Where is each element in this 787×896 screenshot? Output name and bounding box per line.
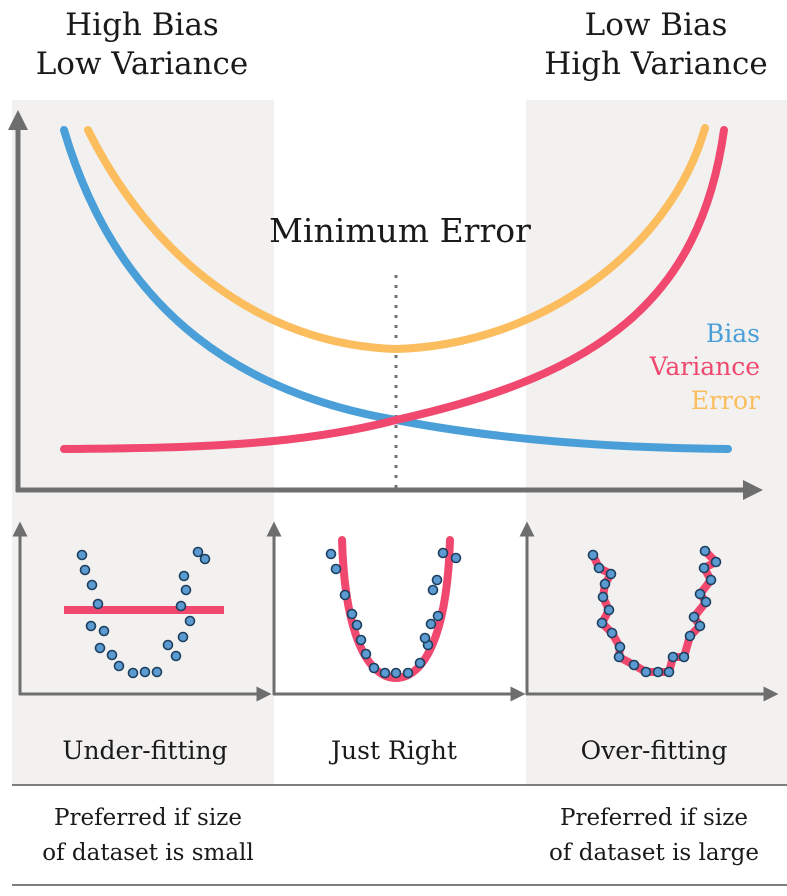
panel1-point	[79, 564, 91, 576]
panel-just-right	[266, 521, 526, 702]
header-left-line2: Low Variance	[36, 46, 249, 82]
variance-curve	[60, 126, 728, 453]
panel1-point	[184, 615, 196, 627]
panel1-points	[76, 546, 211, 679]
panel-label-just-right: Just Right	[328, 736, 457, 765]
panel1-point	[98, 625, 110, 637]
panel-label-underfitting: Under-fitting	[62, 736, 227, 765]
panel1-point	[170, 650, 182, 662]
panel2-point	[427, 584, 439, 596]
panel3-point	[599, 578, 611, 590]
panel2-point	[325, 548, 337, 560]
panel3-point	[663, 666, 675, 678]
panel1-point	[106, 649, 118, 661]
panel3-point	[678, 651, 690, 663]
error-curve	[84, 124, 709, 354]
minimum-error-label: Minimum Error	[269, 211, 531, 250]
panel2-point	[330, 563, 342, 575]
panel3-point	[705, 574, 717, 586]
panel1-point	[177, 631, 189, 643]
panel1-point	[85, 620, 97, 632]
panel1-point	[199, 553, 211, 565]
panel3-points	[587, 545, 722, 678]
panel3-point	[628, 659, 640, 671]
panel2-point	[368, 662, 380, 674]
panel3-point	[603, 604, 615, 616]
panel2-point	[346, 608, 358, 620]
panel3-point	[652, 666, 664, 678]
panel2-point	[351, 619, 363, 631]
panel3-point	[694, 620, 706, 632]
panel3-point	[613, 651, 625, 663]
panel2-point	[450, 552, 462, 564]
note-small-line1: Preferred if size	[54, 805, 242, 831]
panel3-point	[606, 627, 618, 639]
bias-curve	[60, 126, 732, 453]
panel1-point	[127, 667, 139, 679]
panel3-point	[684, 630, 696, 642]
panel1-point	[180, 584, 192, 596]
panel-underfitting	[12, 521, 272, 702]
panel2-point	[402, 667, 414, 679]
header-left-line1: High Bias	[65, 7, 219, 43]
panel3-point	[700, 596, 712, 608]
panel2-points	[325, 547, 462, 679]
panel2-point	[379, 667, 391, 679]
panel3-point	[699, 545, 711, 557]
panel1-point	[178, 570, 190, 582]
panel2-point	[432, 610, 444, 622]
panel2-point	[360, 648, 372, 660]
panel2-point	[437, 547, 449, 559]
panel-overfitting	[519, 521, 779, 702]
panel1-point	[192, 546, 204, 558]
panel3-point	[605, 568, 617, 580]
panel3-point	[640, 666, 652, 678]
panel2-fit-curve	[338, 536, 454, 683]
panel3-point	[597, 591, 609, 603]
panel3-point	[667, 651, 679, 663]
panel3-point	[614, 641, 626, 653]
panel1-point	[113, 660, 125, 672]
panel-label-overfitting: Over-fitting	[581, 736, 728, 765]
legend-bias: Bias	[706, 319, 760, 348]
note-large-line2: of dataset is large	[549, 840, 759, 866]
panel2-point	[339, 589, 351, 601]
panel3-point	[694, 588, 706, 600]
note-small-line2: of dataset is small	[42, 840, 254, 866]
panel3-point	[688, 611, 700, 623]
panel3-point	[698, 562, 710, 574]
panel1-point	[76, 549, 88, 561]
panel3-point	[593, 562, 605, 574]
panel2-point	[425, 618, 437, 630]
panel2-point	[414, 657, 426, 669]
panel3-point	[587, 549, 599, 561]
panel1-point	[139, 666, 151, 678]
panel2-point	[390, 667, 402, 679]
panel1-point	[92, 598, 104, 610]
panel1-point	[86, 579, 98, 591]
panel1-point	[151, 666, 163, 678]
panel2-point	[355, 634, 367, 646]
panel1-point	[162, 639, 174, 651]
header-right-line1: Low Bias	[585, 7, 728, 43]
legend-variance: Variance	[649, 352, 760, 381]
panel3-point	[710, 556, 722, 568]
panel3-point	[596, 617, 608, 629]
panel1-point	[175, 600, 187, 612]
legend-error: Error	[691, 386, 760, 415]
panel2-point	[419, 632, 431, 644]
panel1-point	[94, 642, 106, 654]
panel2-point	[431, 574, 443, 586]
note-large-line1: Preferred if size	[560, 805, 748, 831]
header-right-line2: High Variance	[544, 46, 768, 82]
